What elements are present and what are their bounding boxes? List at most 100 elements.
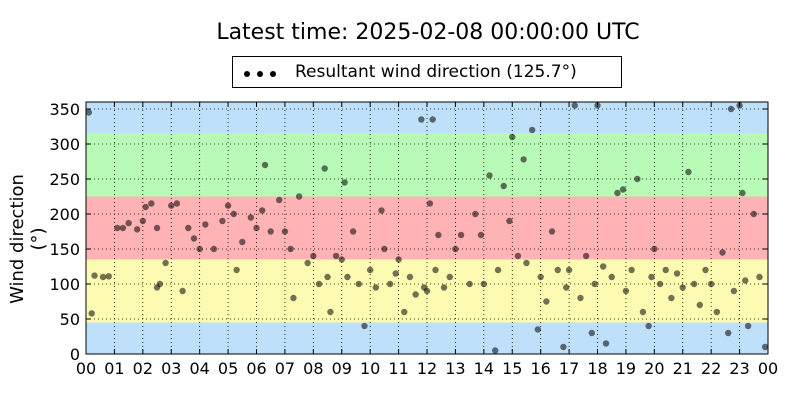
data-point: [168, 202, 175, 209]
data-point: [480, 280, 488, 288]
x-tick-label: 00: [76, 359, 96, 378]
data-point: [582, 252, 590, 260]
y-tick-label: 150: [49, 240, 80, 259]
chart-title: Latest time: 2025-02-08 00:00:00 UTC: [216, 20, 640, 45]
y-tick-label: 350: [49, 100, 80, 119]
data-point: [702, 266, 709, 274]
data-point: [750, 210, 757, 218]
data-point: [685, 168, 692, 176]
data-point: [634, 175, 641, 183]
data-point: [267, 228, 274, 235]
data-point: [577, 294, 584, 302]
data-point: [520, 156, 527, 163]
data-point: [761, 343, 769, 351]
x-tick-label: 04: [189, 359, 209, 378]
data-point: [554, 266, 561, 274]
data-point: [233, 266, 240, 274]
data-point: [88, 310, 95, 317]
data-point: [287, 245, 294, 253]
data-point: [119, 224, 127, 232]
legend-marker-dots: [244, 71, 276, 77]
data-point: [648, 273, 655, 281]
data-point: [730, 287, 738, 295]
y-axis-tick-labels: 0 50 100 150 200 250 300 350: [49, 100, 80, 364]
data-point: [295, 193, 303, 200]
data-point: [85, 109, 93, 116]
data-point: [156, 280, 164, 288]
data-point: [662, 266, 669, 274]
data-point: [372, 284, 380, 291]
data-point: [457, 231, 465, 239]
x-tick-label: 13: [445, 359, 465, 378]
data-point: [261, 161, 269, 169]
data-point: [418, 116, 425, 123]
data-point: [276, 196, 283, 204]
data-point: [290, 294, 297, 302]
data-point: [105, 273, 112, 280]
data-point: [588, 329, 596, 337]
data-point: [381, 245, 388, 253]
data-point: [185, 224, 192, 232]
x-tick-label: 00: [758, 359, 778, 378]
data-point: [153, 224, 161, 232]
y-axis-label: Wind direction (°): [7, 174, 49, 304]
data-point: [349, 228, 357, 235]
x-tick-label: 11: [388, 359, 408, 378]
data-point: [114, 224, 121, 232]
data-point: [315, 280, 323, 288]
data-point: [423, 287, 431, 295]
data-point: [179, 287, 186, 295]
y-tick-label: 200: [49, 205, 80, 224]
data-point: [281, 228, 289, 235]
data-point: [673, 270, 681, 277]
data-point: [395, 256, 402, 263]
data-point: [602, 340, 610, 347]
data-point: [690, 280, 698, 288]
x-tick-label: 22: [701, 359, 721, 378]
data-point: [739, 189, 746, 197]
data-point: [509, 133, 516, 141]
data-point: [707, 280, 715, 288]
x-tick-label: 15: [502, 359, 522, 378]
data-point: [492, 347, 499, 354]
data-point: [679, 284, 686, 291]
band-4: [86, 102, 768, 134]
x-tick-label: 03: [161, 359, 181, 378]
data-point: [523, 259, 530, 267]
y-tick-label: 300: [49, 135, 80, 154]
data-point: [651, 245, 658, 253]
data-point: [190, 235, 198, 242]
data-point: [202, 221, 209, 228]
data-point: [406, 273, 414, 281]
data-point: [435, 231, 442, 239]
x-tick-label: 19: [616, 359, 636, 378]
data-point: [608, 273, 615, 281]
data-point: [386, 280, 394, 288]
data-point: [412, 291, 419, 298]
x-tick-label: 14: [474, 359, 494, 378]
data-point: [446, 273, 453, 281]
x-tick-label: 01: [104, 359, 124, 378]
scatter-points: [85, 102, 769, 354]
data-point: [239, 238, 246, 246]
data-point: [324, 273, 331, 281]
data-point: [310, 252, 317, 260]
data-point: [304, 259, 311, 267]
data-point: [727, 105, 735, 113]
x-tick-label: 09: [332, 359, 352, 378]
data-point: [744, 322, 752, 330]
data-point: [219, 217, 226, 225]
data-point: [528, 126, 536, 134]
data-point: [224, 202, 232, 209]
data-point: [639, 308, 647, 316]
data-point: [378, 207, 385, 214]
data-point: [565, 266, 573, 274]
data-point: [563, 284, 570, 291]
x-tick-label: 21: [673, 359, 693, 378]
data-point: [253, 224, 260, 232]
legend: Resultant wind direction (125.7°): [232, 56, 622, 88]
x-tick-label: 08: [303, 359, 323, 378]
data-point: [429, 116, 436, 123]
data-point: [173, 200, 181, 207]
